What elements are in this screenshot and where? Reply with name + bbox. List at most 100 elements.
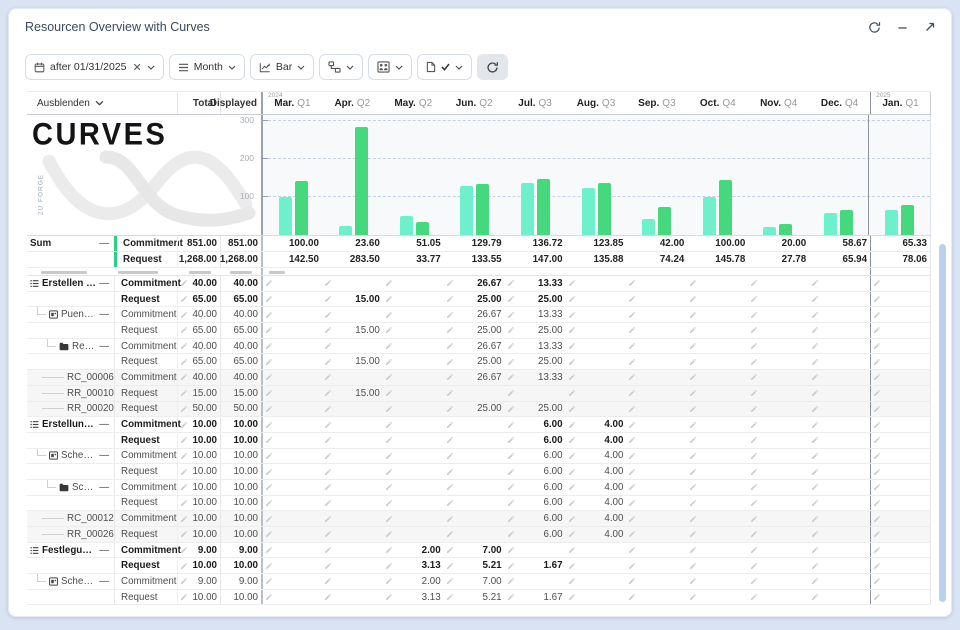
- edit-pencil-icon[interactable]: [689, 530, 697, 538]
- edit-pencil-icon[interactable]: [628, 577, 636, 585]
- month-value-cell[interactable]: [748, 543, 809, 558]
- month-value-cell[interactable]: [687, 464, 748, 479]
- month-value-cell[interactable]: [261, 464, 322, 479]
- edit-pencil-icon[interactable]: [507, 483, 515, 491]
- month-value-cell[interactable]: [809, 354, 870, 369]
- edit-pencil-icon[interactable]: [568, 389, 576, 397]
- edit-pencil-icon[interactable]: [180, 373, 188, 381]
- commitment-bar[interactable]: [763, 227, 777, 235]
- month-value-cell[interactable]: [322, 543, 383, 558]
- edit-pencil-icon[interactable]: [568, 358, 576, 366]
- edit-pencil-icon[interactable]: [385, 295, 393, 303]
- request-bar[interactable]: [718, 179, 732, 235]
- edit-pencil-icon[interactable]: [750, 515, 758, 523]
- month-value-cell[interactable]: [809, 307, 870, 322]
- edit-pencil-icon[interactable]: [385, 468, 393, 476]
- edit-pencil-icon[interactable]: [324, 499, 332, 507]
- edit-pencil-icon[interactable]: [873, 530, 881, 538]
- month-value-cell[interactable]: 25.00: [505, 292, 566, 307]
- month-value-cell[interactable]: [626, 292, 687, 307]
- edit-pencil-icon[interactable]: [628, 499, 636, 507]
- edit-pencil-icon[interactable]: [446, 342, 454, 350]
- edit-pencil-icon[interactable]: [507, 546, 515, 554]
- month-value-cell[interactable]: 15.00: [322, 354, 383, 369]
- month-value-cell[interactable]: [870, 417, 931, 432]
- month-value-cell[interactable]: [809, 386, 870, 401]
- edit-pencil-icon[interactable]: [568, 577, 576, 585]
- total-cell[interactable]: 9.00: [177, 574, 220, 589]
- edit-pencil-icon[interactable]: [446, 483, 454, 491]
- month-value-cell[interactable]: [809, 496, 870, 511]
- edit-pencil-icon[interactable]: [750, 483, 758, 491]
- clear-filter-icon[interactable]: ✕: [132, 61, 142, 74]
- edit-pencil-icon[interactable]: [568, 546, 576, 554]
- collapse-icon[interactable]: —: [99, 575, 109, 587]
- month-value-cell[interactable]: 26.67: [444, 307, 505, 322]
- month-value-cell[interactable]: [626, 307, 687, 322]
- commitment-bar[interactable]: [339, 226, 353, 235]
- month-value-cell[interactable]: [566, 339, 627, 354]
- edit-pencil-icon[interactable]: [324, 593, 332, 601]
- month-value-cell[interactable]: [748, 417, 809, 432]
- month-value-cell[interactable]: [626, 433, 687, 448]
- edit-pencil-icon[interactable]: [873, 577, 881, 585]
- edit-pencil-icon[interactable]: [180, 342, 188, 350]
- edit-pencil-icon[interactable]: [568, 311, 576, 319]
- edit-pencil-icon[interactable]: [873, 373, 881, 381]
- edit-pencil-icon[interactable]: [507, 593, 515, 601]
- month-value-cell[interactable]: 6.00: [505, 480, 566, 495]
- edit-pencil-icon[interactable]: [180, 577, 188, 585]
- month-value-cell[interactable]: [444, 449, 505, 464]
- month-value-cell[interactable]: [687, 292, 748, 307]
- month-value-cell[interactable]: 26.67: [444, 339, 505, 354]
- commitment-bar[interactable]: [399, 215, 413, 235]
- month-value-cell[interactable]: 4.00: [566, 527, 627, 542]
- edit-pencil-icon[interactable]: [180, 530, 188, 538]
- commitment-bar[interactable]: [520, 183, 534, 235]
- month-value-cell[interactable]: [626, 480, 687, 495]
- month-value-cell[interactable]: 5.21: [444, 558, 505, 573]
- month-value-cell[interactable]: [748, 574, 809, 589]
- month-value-cell[interactable]: [748, 433, 809, 448]
- month-value-cell[interactable]: [383, 480, 444, 495]
- edit-pencil-icon[interactable]: [180, 483, 188, 491]
- commitment-bar[interactable]: [702, 197, 716, 235]
- edit-pencil-icon[interactable]: [750, 326, 758, 334]
- month-value-cell[interactable]: 25.00: [444, 354, 505, 369]
- month-value-cell[interactable]: [809, 339, 870, 354]
- edit-pencil-icon[interactable]: [324, 311, 332, 319]
- edit-pencil-icon[interactable]: [265, 295, 273, 303]
- month-value-cell[interactable]: 13.33: [505, 370, 566, 385]
- month-value-cell[interactable]: 4.00: [566, 511, 627, 526]
- collapse-icon[interactable]: —: [99, 238, 109, 249]
- hierarchy-options-button[interactable]: [319, 54, 364, 80]
- month-value-cell[interactable]: [748, 496, 809, 511]
- edit-pencil-icon[interactable]: [385, 342, 393, 350]
- collapse-icon[interactable]: —: [99, 450, 109, 462]
- month-value-cell[interactable]: 2.00: [383, 543, 444, 558]
- month-value-cell[interactable]: [687, 574, 748, 589]
- month-value-cell[interactable]: [505, 543, 566, 558]
- month-value-cell[interactable]: [383, 496, 444, 511]
- month-value-cell[interactable]: [261, 401, 322, 417]
- month-value-cell[interactable]: [687, 276, 748, 291]
- edit-pencil-icon[interactable]: [628, 530, 636, 538]
- edit-pencil-icon[interactable]: [507, 515, 515, 523]
- collapse-icon[interactable]: —: [99, 277, 109, 289]
- month-value-cell[interactable]: 4.00: [566, 417, 627, 432]
- month-value-cell[interactable]: [748, 276, 809, 291]
- edit-pencil-icon[interactable]: [628, 436, 636, 444]
- edit-pencil-icon[interactable]: [628, 389, 636, 397]
- month-value-cell[interactable]: [322, 511, 383, 526]
- edit-pencil-icon[interactable]: [446, 279, 454, 287]
- edit-pencil-icon[interactable]: [811, 515, 819, 523]
- edit-pencil-icon[interactable]: [324, 515, 332, 523]
- edit-pencil-icon[interactable]: [628, 342, 636, 350]
- month-value-cell[interactable]: [687, 480, 748, 495]
- edit-pencil-icon[interactable]: [750, 530, 758, 538]
- edit-pencil-icon[interactable]: [873, 468, 881, 476]
- edit-pencil-icon[interactable]: [385, 452, 393, 460]
- edit-pencil-icon[interactable]: [446, 326, 454, 334]
- month-value-cell[interactable]: [687, 449, 748, 464]
- month-value-cell[interactable]: [809, 590, 870, 605]
